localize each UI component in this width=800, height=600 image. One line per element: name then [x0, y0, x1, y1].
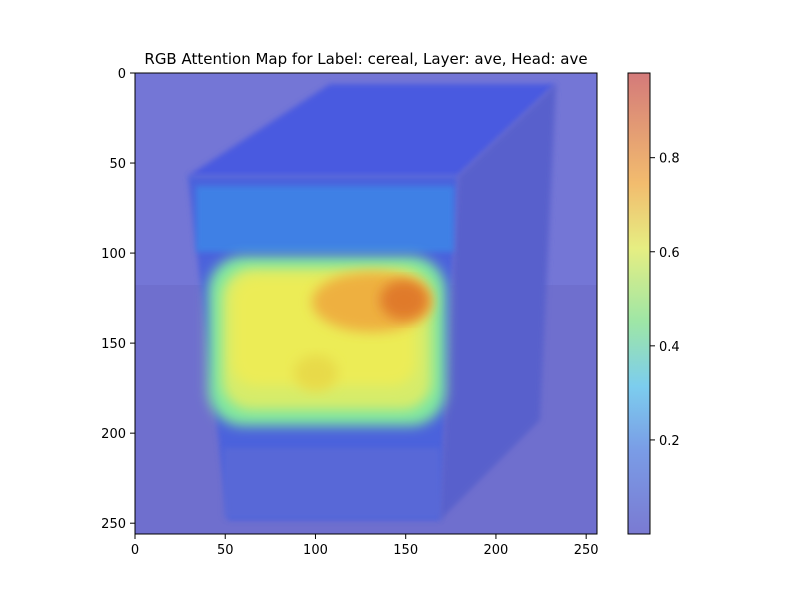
y-tick-label: 50 [109, 157, 126, 172]
x-tick-label: 150 [393, 543, 418, 558]
y-tick-label: 150 [101, 337, 126, 352]
x-tick-label: 0 [131, 543, 139, 558]
cereal-box-side [440, 84, 556, 520]
colorbar-tick-label: 0.6 [659, 246, 680, 261]
colorbar [627, 72, 651, 535]
y-tick-label: 250 [101, 517, 126, 532]
x-tick-label: 100 [303, 543, 328, 558]
y-tick-label: 0 [118, 67, 126, 82]
plot-frame [134, 72, 598, 535]
y-axis: 0 50 100 150 200 250 [101, 67, 135, 532]
colorbar-tick-label: 0.4 [659, 340, 680, 355]
heatmap-image [135, 73, 597, 534]
chart-title: RGB Attention Map for Label: cereal, Lay… [144, 50, 587, 68]
x-tick-label: 250 [574, 543, 599, 558]
box-lower-band [224, 448, 440, 518]
hot-region [208, 256, 446, 426]
hot-region-spot [294, 355, 338, 391]
cereal-box-top [188, 84, 556, 176]
colorbar-tick-label: 0.2 [659, 434, 680, 449]
x-axis: 0 50 100 150 200 250 [131, 534, 599, 558]
box-band [196, 186, 454, 252]
colorbar-axis: 0.2 0.4 0.6 0.8 [650, 152, 680, 449]
colorbar-tick-label: 0.8 [659, 152, 680, 167]
y-tick-label: 100 [101, 247, 126, 262]
x-tick-label: 50 [217, 543, 234, 558]
x-tick-label: 200 [484, 543, 509, 558]
y-tick-label: 200 [101, 427, 126, 442]
hot-region-max [380, 280, 428, 320]
